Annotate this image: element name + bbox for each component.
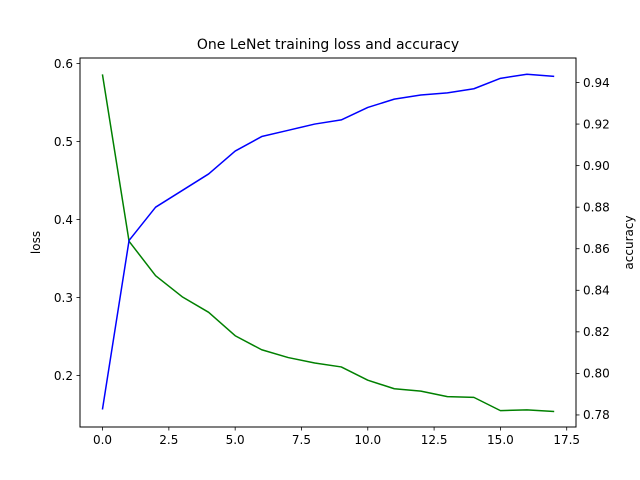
chart-title: One LeNet training loss and accuracy xyxy=(197,37,459,53)
x-tick-label: 17.5 xyxy=(553,433,580,447)
x-tick-label: 0.0 xyxy=(93,433,112,447)
accuracy-series-line xyxy=(101,73,555,410)
x-tick-label: 2.5 xyxy=(159,433,178,447)
left-y-axis: 0.2 0.3 0.4 0.5 0.6 xyxy=(54,57,80,383)
left-tick-label: 0.6 xyxy=(54,57,73,71)
right-tick-label: 0.90 xyxy=(583,159,610,173)
right-tick-label: 0.82 xyxy=(583,325,610,339)
right-tick-label: 0.86 xyxy=(583,242,610,256)
right-tick-label: 0.94 xyxy=(583,76,610,90)
x-tick-label: 15.0 xyxy=(487,433,514,447)
right-y-axis: 0.78 0.80 0.82 0.84 0.86 0.88 0.90 0.92 0.94 xyxy=(576,76,610,422)
right-y-axis-label: accuracy xyxy=(622,215,636,269)
right-tick-label: 0.78 xyxy=(583,408,610,422)
left-tick-label: 0.2 xyxy=(54,369,73,383)
left-tick-label: 0.4 xyxy=(54,213,73,227)
left-y-axis-label: loss xyxy=(29,231,43,254)
x-axis: 0.0 2.5 5.0 7.5 10.0 12.5 15.0 17.5 xyxy=(93,427,580,447)
series-layer xyxy=(101,73,555,413)
x-tick-label: 7.5 xyxy=(292,433,311,447)
right-tick-label: 0.80 xyxy=(583,367,610,381)
x-tick-label: 5.0 xyxy=(226,433,245,447)
x-tick-label: 10.0 xyxy=(354,433,381,447)
x-tick-label: 12.5 xyxy=(421,433,448,447)
loss-series-line xyxy=(101,74,555,413)
left-tick-label: 0.5 xyxy=(54,135,73,149)
right-tick-label: 0.84 xyxy=(583,284,610,298)
right-tick-label: 0.88 xyxy=(583,200,610,214)
plot-frame xyxy=(79,57,577,428)
left-tick-label: 0.3 xyxy=(54,291,73,305)
right-tick-label: 0.92 xyxy=(583,117,610,131)
